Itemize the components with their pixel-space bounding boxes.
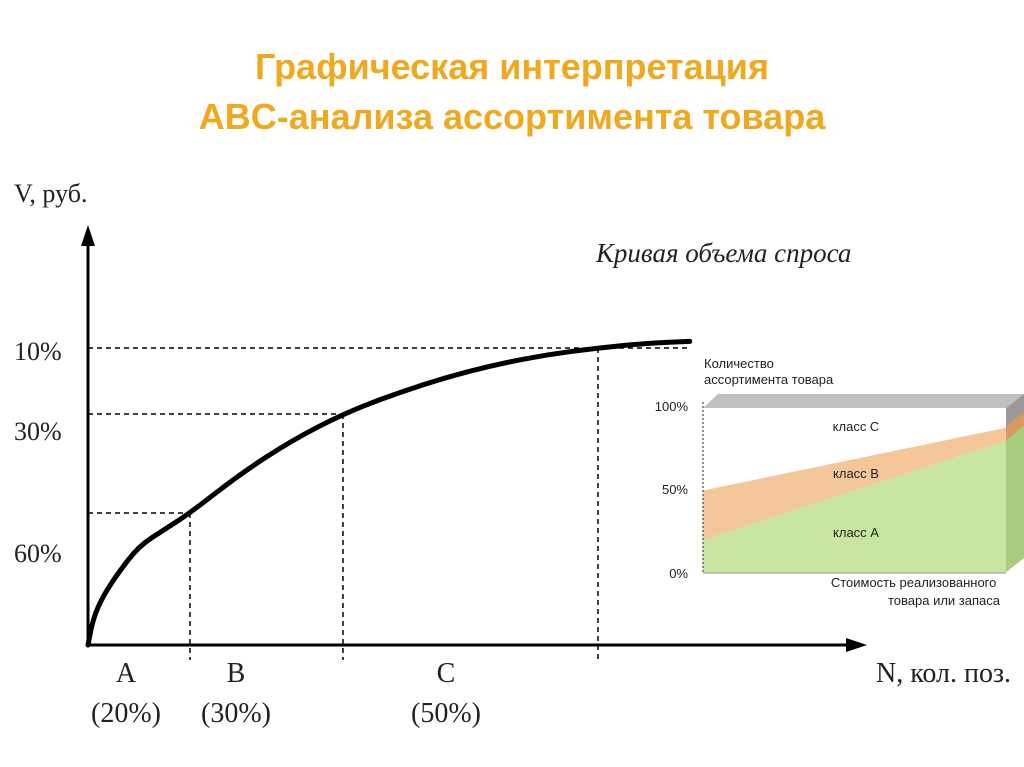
inset-side-a <box>1006 426 1024 572</box>
segment-share-a: (20%) <box>91 698 161 729</box>
segment-label-b: B <box>227 658 246 689</box>
segment-label-a: A <box>116 658 137 689</box>
inset-y-label: Количество ассортимента товара <box>704 356 834 387</box>
y-axis-label: V, руб. <box>14 179 87 208</box>
inset-x-label: Стоимость реализованного товара или запа… <box>831 575 1001 608</box>
inset-top-face <box>703 394 1024 408</box>
inset-y-tick-100: 100% <box>655 399 689 414</box>
slide-title: Графическая интерпретация ABC-анализа ас… <box>0 42 1024 142</box>
inset-y-tick-0: 0% <box>669 566 688 581</box>
curve-label: Кривая объема спроса <box>595 238 851 268</box>
y-tick-label: 30% <box>14 417 62 446</box>
title-line-2: ABC-анализа ассортимента товара <box>198 96 826 137</box>
inset-side-b <box>1006 412 1024 440</box>
inset-label-class-a: класс A <box>833 525 879 540</box>
demand-curve <box>85 338 693 648</box>
inset-x-label-line-1: Стоимость реализованного <box>831 575 997 590</box>
inset-x-label-line-2: товара или запаса <box>888 593 1001 608</box>
title-line-1: Графическая интерпретация <box>255 46 769 87</box>
inset-y-tick-50: 50% <box>662 482 688 497</box>
y-tick-label: 10% <box>14 337 62 366</box>
abc-inset-chart: Количество ассортимента товара 100% 50% … <box>655 356 1024 608</box>
segment-share-c: (50%) <box>411 698 481 729</box>
inset-y-label-line-2: ассортимента товара <box>704 372 834 387</box>
area-class-a <box>703 441 1006 573</box>
x-axis-arrow <box>846 638 867 652</box>
inset-label-class-c: класс C <box>833 419 880 434</box>
inset-y-label-line-1: Количество <box>704 356 774 371</box>
x-axis-label: N, кол. поз. <box>876 658 1011 689</box>
area-class-c <box>703 408 1006 491</box>
segment-share-b: (30%) <box>201 698 271 729</box>
y-axis-arrow <box>81 225 95 246</box>
segment-label-c: C <box>437 658 456 689</box>
inset-label-class-b: класс B <box>833 466 879 481</box>
y-tick-label: 60% <box>14 539 62 568</box>
area-class-b <box>703 427 1006 540</box>
